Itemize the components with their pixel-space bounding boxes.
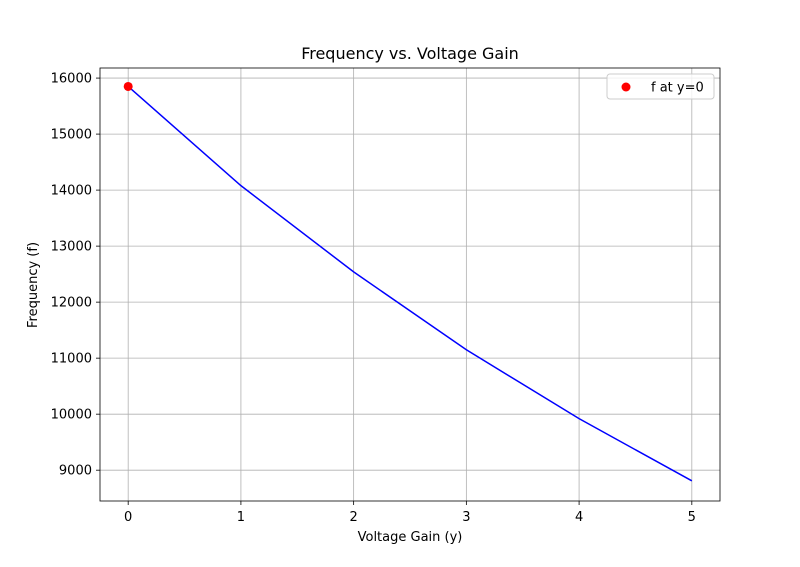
y-tick-label: 13000 <box>51 240 92 255</box>
x-tick-label: 0 <box>124 510 132 525</box>
legend-label: f at y=0 <box>651 81 704 96</box>
x-tick-label: 2 <box>349 510 357 525</box>
x-tick-label: 5 <box>688 510 696 525</box>
grid <box>100 68 720 501</box>
y-axis-label: Frequency (f) <box>26 242 41 328</box>
y-tick-label: 10000 <box>51 408 92 423</box>
y-tick-label: 14000 <box>51 184 92 199</box>
legend-marker <box>621 82 631 92</box>
y-tick-label: 16000 <box>51 72 92 87</box>
series-line <box>127 85 693 482</box>
y-tick-label: 11000 <box>51 352 92 367</box>
y-tick-label: 9000 <box>59 464 92 479</box>
y-tick-label: 15000 <box>51 128 92 143</box>
ticks: 0 1 2 3 4 5 9000 10000 11000 12000 13000 14000 15000… <box>51 72 696 525</box>
legend-box <box>606 73 715 100</box>
x-tick-label: 3 <box>462 510 470 525</box>
y-tick-label: 12000 <box>51 296 92 311</box>
x-tick-label: 1 <box>237 510 245 525</box>
chart-title: Frequency vs. Voltage Gain <box>301 44 519 63</box>
axes-frame <box>99 67 721 502</box>
x-tick-label: 4 <box>575 510 583 525</box>
data-point <box>123 81 133 91</box>
legend: f at y=0 <box>606 73 715 100</box>
x-axis-label: Voltage Gain (y) <box>358 530 463 545</box>
axes <box>99 67 721 502</box>
series-layer <box>123 81 693 482</box>
